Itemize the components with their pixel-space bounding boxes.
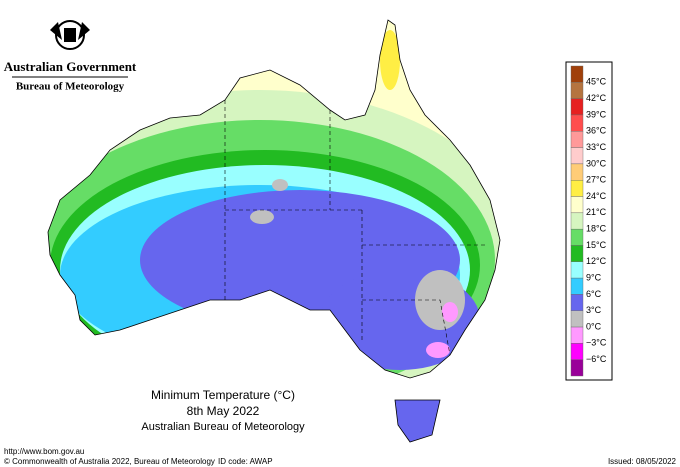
legend-label: −3°C <box>586 338 607 348</box>
footer-issued: Issued: 08/05/2022 <box>608 457 677 466</box>
legend-swatch <box>570 82 584 99</box>
legend-swatch <box>570 359 584 377</box>
tasmania <box>394 399 441 443</box>
legend-label: 24°C <box>586 191 607 201</box>
legend-swatch <box>570 245 584 262</box>
legend-label: 36°C <box>586 126 607 136</box>
legend-swatch <box>570 343 584 360</box>
legend-label: 39°C <box>586 109 607 119</box>
legend-label: 18°C <box>586 224 607 234</box>
coastline <box>47 19 501 379</box>
legend-swatch <box>570 65 584 83</box>
legend-swatch <box>570 212 584 230</box>
state-borders <box>224 100 485 356</box>
legend-label: 12°C <box>586 256 607 266</box>
legend-label: 21°C <box>586 207 607 217</box>
legend-swatch <box>570 98 584 116</box>
logo <box>50 20 90 50</box>
legend-swatch <box>570 131 584 148</box>
legend-label: 9°C <box>586 272 602 282</box>
map-title: Minimum Temperature (°C) <box>151 388 295 402</box>
map-date: 8th May 2022 <box>187 404 260 418</box>
legend-label: 3°C <box>586 305 602 315</box>
legend-swatch <box>570 294 584 311</box>
legend: 45°C 42°C 39°C 36°C 33°C 30°C 27°C 24°C 21°C 18°C… <box>570 65 607 377</box>
legend-label: 15°C <box>586 240 607 250</box>
legend-label: 27°C <box>586 175 607 185</box>
legend-swatch <box>570 277 584 295</box>
footer-copyright: © Commonwealth of Australia 2022, Bureau… <box>4 457 215 466</box>
bureau-name: Bureau of Meteorology <box>16 81 125 93</box>
legend-label: 33°C <box>586 142 607 152</box>
legend-swatch <box>570 163 584 181</box>
legend-swatch <box>570 147 584 165</box>
legend-swatch <box>570 180 584 197</box>
legend-label: 30°C <box>586 158 607 168</box>
legend-swatch <box>570 114 584 132</box>
legend-swatch <box>570 261 584 279</box>
legend-label: −6°C <box>586 354 607 364</box>
legend-label: 6°C <box>586 289 602 299</box>
legend-swatch <box>570 310 584 328</box>
legend-label: 0°C <box>586 321 602 331</box>
legend-label: 45°C <box>586 77 607 87</box>
footer-url: http://www.bom.gov.au <box>4 447 84 456</box>
legend-swatch <box>570 196 584 214</box>
legend-swatch <box>570 228 584 246</box>
government-name: Australian Government <box>4 59 137 74</box>
map-source: Australian Bureau of Meteorology <box>141 421 305 433</box>
legend-label: 42°C <box>586 93 607 103</box>
footer-id-code: ID code: AWAP <box>218 457 273 466</box>
legend-swatch <box>570 326 584 344</box>
